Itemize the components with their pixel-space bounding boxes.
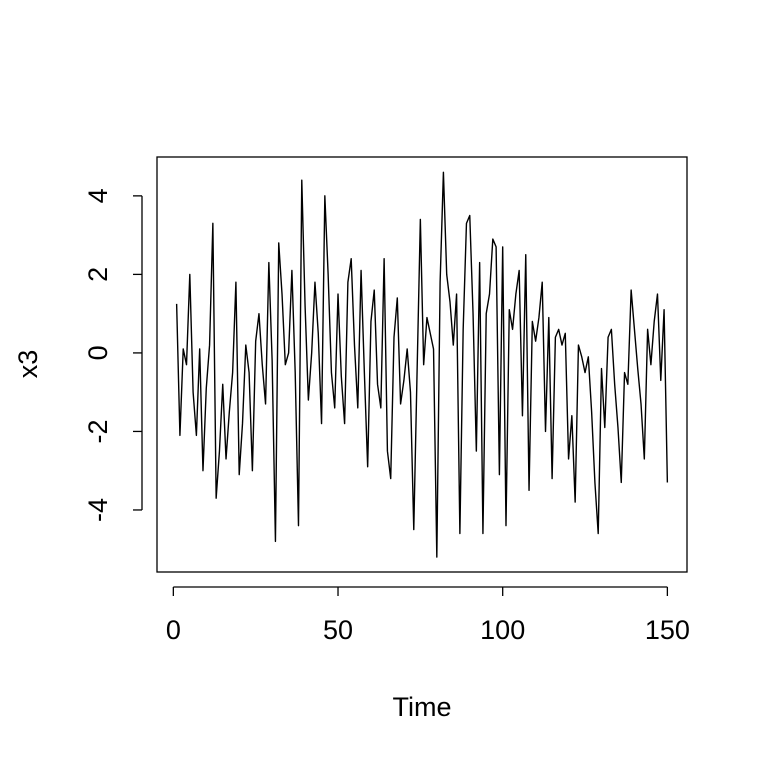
y-tick-label: 4 [83, 188, 113, 203]
y-tick-label: 2 [83, 267, 113, 282]
y-tick-label: -4 [83, 498, 113, 522]
x-tick-label: 50 [323, 615, 353, 645]
series-line [175, 171, 669, 558]
y-tick-label: 0 [83, 345, 113, 360]
x-tick-label: 150 [645, 615, 690, 645]
y-tick-label: -2 [83, 419, 113, 443]
x-tick-label: 0 [166, 615, 181, 645]
x-axis-label: Time [393, 692, 452, 722]
x-tick-label: 100 [480, 615, 525, 645]
plot-box [156, 156, 688, 573]
y-axis-label: x3 [13, 350, 43, 379]
